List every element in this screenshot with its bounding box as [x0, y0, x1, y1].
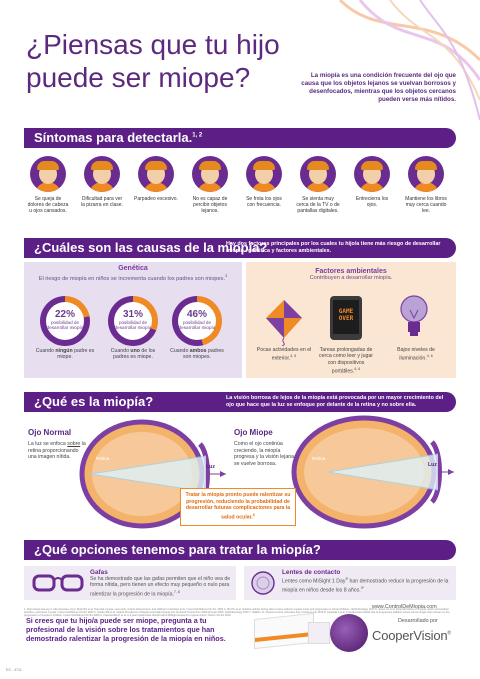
document-code: ES - 4711	[6, 668, 22, 672]
child-portrait-icon	[84, 156, 120, 192]
references-text: 1. https://www.aoa.org 2. http://eyecare…	[24, 608, 450, 618]
child-portrait-icon	[354, 156, 390, 192]
symptom-label: Se queja de dolores de cabeza u ojos can…	[27, 196, 69, 215]
symptoms-header-bar: Síntomas para detectarla.1, 2	[24, 128, 456, 148]
normal-eye-title: Ojo Normal	[28, 428, 72, 437]
donut-percent: 22%	[54, 309, 75, 320]
decorative-swirl-icon	[338, 0, 480, 121]
game-over-text: GAME OVER	[338, 308, 354, 322]
donut-chart: 31% posibilidad de desarrollar miopía	[108, 296, 158, 346]
symptom-label: Entrecierra los ojos.	[355, 196, 389, 209]
donut-percent: 46%	[186, 309, 207, 320]
lenses-text-block: Lentes de contacto Lentes como MiSight 1…	[282, 569, 452, 594]
website-link[interactable]: www.ControlDeMiopia.com	[372, 604, 437, 610]
symptom-item: Mantiene los libros muy cerca cuando lee…	[404, 156, 448, 215]
what-heading: ¿Qué es la miopía?	[34, 394, 154, 409]
misight-box-icon	[254, 612, 314, 650]
myopic-eye-text: Como el ojo continúa creciendo, la miopí…	[234, 441, 294, 467]
donut-caption: Cuando ningún padre es miope.	[35, 348, 95, 361]
myopic-light-label: Luz	[428, 462, 437, 468]
donut-center: 31% posibilidad de desarrollar miopía	[114, 302, 152, 340]
symptom-label: Se sienta muy cerca de la TV o de pantal…	[296, 196, 340, 215]
bottom-question: Si crees que tu hijo/a puede ser miope, …	[26, 616, 226, 643]
myopic-retina-label: Retina	[312, 456, 326, 461]
glasses-text: Se ha demostrado que las gafas permiten …	[90, 576, 231, 598]
symptom-item: Se frota los ojos con frecuencia.	[242, 156, 286, 208]
symptom-label: Se frota los ojos con frecuencia.	[246, 196, 282, 209]
causes-heading: ¿Cuáles son las causas de la miopía?	[34, 240, 268, 255]
donut-caption: Cuando ambos padres son miopes.	[170, 348, 224, 361]
tablet-screen: GAME OVER	[333, 300, 359, 334]
what-note: La visión borrosa de lejos de la miopía …	[226, 395, 444, 408]
symptom-label: Dificultad para ver la pizarra en clase.	[81, 196, 123, 209]
donut-center: 22% posibilidad de desarrollar miopía	[46, 302, 84, 340]
symptom-label: Mantiene los libros muy cerca cuando lee…	[405, 196, 447, 215]
normal-eye-diagram	[79, 419, 226, 529]
donut-label: posibilidad de desarrollar miopía	[46, 320, 84, 331]
treatment-callout: Tratar la miopía pronto puede ralentizar…	[180, 488, 296, 526]
environment-caption: Pocas actividades en el exterior.4, 5	[256, 347, 312, 363]
child-portrait-icon	[408, 156, 444, 192]
donut-percent: 31%	[122, 309, 143, 320]
normal-retina-label: Retina	[96, 456, 110, 461]
symptoms-heading: Síntomas para detectarla.1, 2	[34, 130, 203, 145]
symptom-item: Parpadeo excesivo.	[134, 156, 178, 202]
lenses-panel: Lentes de contacto Lentes como MiSight 1…	[244, 566, 456, 600]
brand-logo: CooperVision®	[372, 628, 451, 643]
lenses-title: Lentes de contacto	[282, 569, 341, 576]
causes-note: Hay dos factores principales por los cua…	[226, 241, 441, 254]
box-stripe	[255, 631, 313, 643]
contact-lens-icon	[251, 571, 275, 595]
donut-label: posibilidad de desarrollar miopía	[114, 320, 152, 331]
myopic-eye-title: Ojo Miope	[234, 428, 273, 437]
donut-caption: Cuando uno de los padres es miope.	[110, 348, 156, 361]
genetics-title: Genética	[118, 265, 148, 272]
options-heading: ¿Qué opciones tenemos para tratar la mio…	[34, 542, 321, 557]
environment-caption: Bajos niveles de iluminación.4, 6	[397, 347, 435, 363]
glasses-title: Gafas	[90, 569, 108, 576]
kite-icon	[266, 300, 302, 346]
symptom-label: Parpadeo excesivo.	[134, 196, 178, 202]
lenses-text: Lentes como MiSight 1 Day® han demostrad…	[282, 577, 449, 594]
lens-ball-icon	[330, 614, 368, 652]
normal-light-label: Luz	[206, 464, 215, 470]
symptom-item: Se sienta muy cerca de la TV o de pantal…	[296, 156, 340, 215]
options-header-bar: ¿Qué opciones tenemos para tratar la mio…	[24, 540, 456, 560]
normal-eye-text: La luz se enfoca sobre la retina proporc…	[28, 441, 86, 461]
environment-title: Factores ambientales	[315, 268, 387, 275]
myopic-eye-diagram	[291, 415, 454, 529]
lightbulb-icon	[400, 295, 428, 336]
lens-blister-icon	[308, 622, 330, 644]
developed-by-text: Desarrollado por	[398, 618, 438, 624]
environment-caption: Tareas prolongadas de cerca como leer y …	[319, 347, 373, 375]
donut-center: 46% posibilidad de desarrollar miopía	[178, 302, 216, 340]
symptom-item: Dificultad para ver la pizarra en clase.	[80, 156, 124, 208]
donut-label: posibilidad de desarrollar miopía	[178, 320, 216, 331]
glasses-icon	[32, 574, 84, 592]
child-portrait-icon	[30, 156, 66, 192]
symptom-item: No es capaz de percibir objetos lejanos.	[188, 156, 232, 215]
page-title: ¿Piensas que tu hijo puede ser miope?	[26, 29, 280, 93]
donut-chart: 46% posibilidad de desarrollar miopía	[172, 296, 222, 346]
symptom-item: Se queja de dolores de cabeza u ojos can…	[26, 156, 70, 215]
symptom-item: Entrecierra los ojos.	[350, 156, 394, 208]
symptom-label: No es capaz de percibir objetos lejanos.	[192, 196, 228, 215]
genetics-subtitle: El riesgo de miopía en niños se incremen…	[38, 273, 228, 282]
causes-header-bar: ¿Cuáles son las causas de la miopía? Hay…	[24, 238, 456, 258]
tablet-icon: GAME OVER	[330, 296, 362, 340]
donut-chart: 22% posibilidad de desarrollar miopía	[40, 296, 90, 346]
child-portrait-icon	[192, 156, 228, 192]
child-portrait-icon	[138, 156, 174, 192]
glasses-text-block: Gafas Se ha demostrado que las gafas per…	[90, 569, 232, 598]
child-portrait-icon	[246, 156, 282, 192]
glasses-panel: Gafas Se ha demostrado que las gafas per…	[24, 566, 236, 600]
what-header-bar: ¿Qué es la miopía? La visión borrosa de …	[24, 392, 456, 412]
intro-text: La miopía es una condición frecuente del…	[301, 72, 456, 103]
child-portrait-icon	[300, 156, 336, 192]
environment-subtitle: Contribuyen a desarrollar miopía.	[309, 275, 393, 281]
